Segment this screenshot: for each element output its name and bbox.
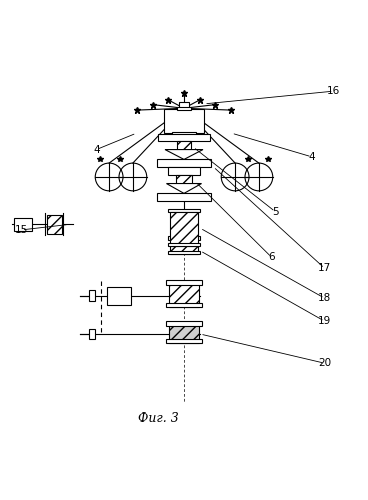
Bar [170, 246, 198, 254]
Bar [166, 280, 202, 284]
Polygon shape [166, 184, 202, 194]
Bar [166, 321, 202, 326]
Bar [157, 160, 211, 166]
Bar [169, 325, 199, 343]
Bar [89, 328, 95, 340]
Bar [177, 107, 191, 110]
Bar [107, 286, 131, 305]
Bar [164, 110, 204, 133]
Bar [166, 338, 202, 343]
Bar [172, 132, 196, 138]
Bar [47, 216, 63, 234]
Bar [166, 303, 202, 308]
Text: 6: 6 [268, 252, 275, 262]
Bar [89, 290, 95, 301]
Text: 15: 15 [15, 225, 28, 235]
Bar [180, 108, 188, 110]
Bar [14, 218, 32, 231]
Bar [167, 166, 201, 175]
Bar [167, 236, 201, 240]
Text: 17: 17 [318, 264, 331, 274]
Text: 20: 20 [318, 358, 331, 368]
Text: 4: 4 [93, 144, 100, 154]
Text: 5: 5 [272, 206, 279, 216]
Bar [176, 175, 192, 184]
Bar [177, 141, 191, 150]
Text: 18: 18 [318, 293, 331, 303]
Bar [157, 194, 211, 200]
Text: Фиг. 3: Фиг. 3 [138, 412, 179, 425]
Polygon shape [165, 150, 203, 160]
Text: 4: 4 [308, 152, 315, 162]
Bar [167, 208, 201, 212]
Bar [178, 102, 190, 108]
Text: 16: 16 [327, 86, 340, 96]
Bar [159, 134, 209, 141]
Bar [168, 244, 200, 246]
Bar [170, 212, 198, 246]
Bar [169, 284, 199, 308]
Text: 19: 19 [318, 316, 331, 326]
Bar [168, 252, 200, 254]
